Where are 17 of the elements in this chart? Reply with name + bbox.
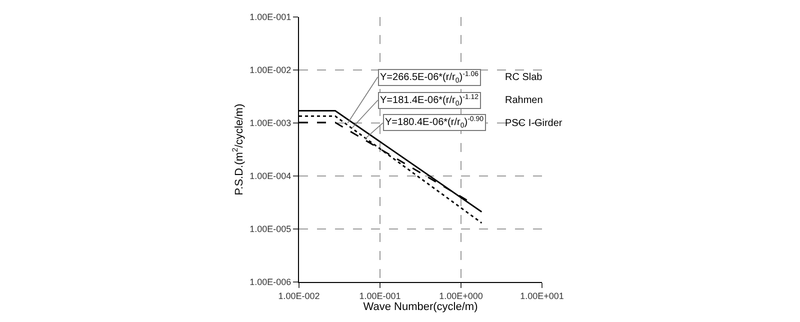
- y-tick-label: 1.00E-003: [250, 118, 292, 128]
- annotation: Y=180.4E-06*(r/r$_{0}$)$^{-0.90}$: [385, 116, 484, 130]
- y-tick-label: 1.00E-004: [250, 171, 292, 182]
- y-tick-label: 1.00E-006: [250, 277, 292, 288]
- x-tick-label: 1.00E+001: [520, 290, 564, 301]
- x-tick-label: 1.00E+000: [439, 290, 483, 301]
- annotation: Y=181.4E-06*(r/r$_{0}$)$^{-1.12}$: [380, 94, 479, 108]
- annotation: RC Slab: [505, 72, 543, 83]
- annotation: Y=266.5E-06*(r/r$_{0}$)$^{-1.06}$: [380, 71, 479, 84]
- annotation: Rahmen: [505, 95, 543, 106]
- annotation: PSC I-Girder: [505, 118, 563, 129]
- x-axis-title: Wave Number(cycle/m): [363, 301, 478, 313]
- y-tick-label: 1.00E-002: [250, 65, 292, 76]
- y-tick-label: 1.00E-005: [250, 224, 292, 234]
- x-tick-label: 1.00E-002: [278, 290, 320, 301]
- x-tick-label: 1.00E-001: [359, 290, 401, 301]
- y-tick-label: 1.00E-001: [250, 12, 292, 22]
